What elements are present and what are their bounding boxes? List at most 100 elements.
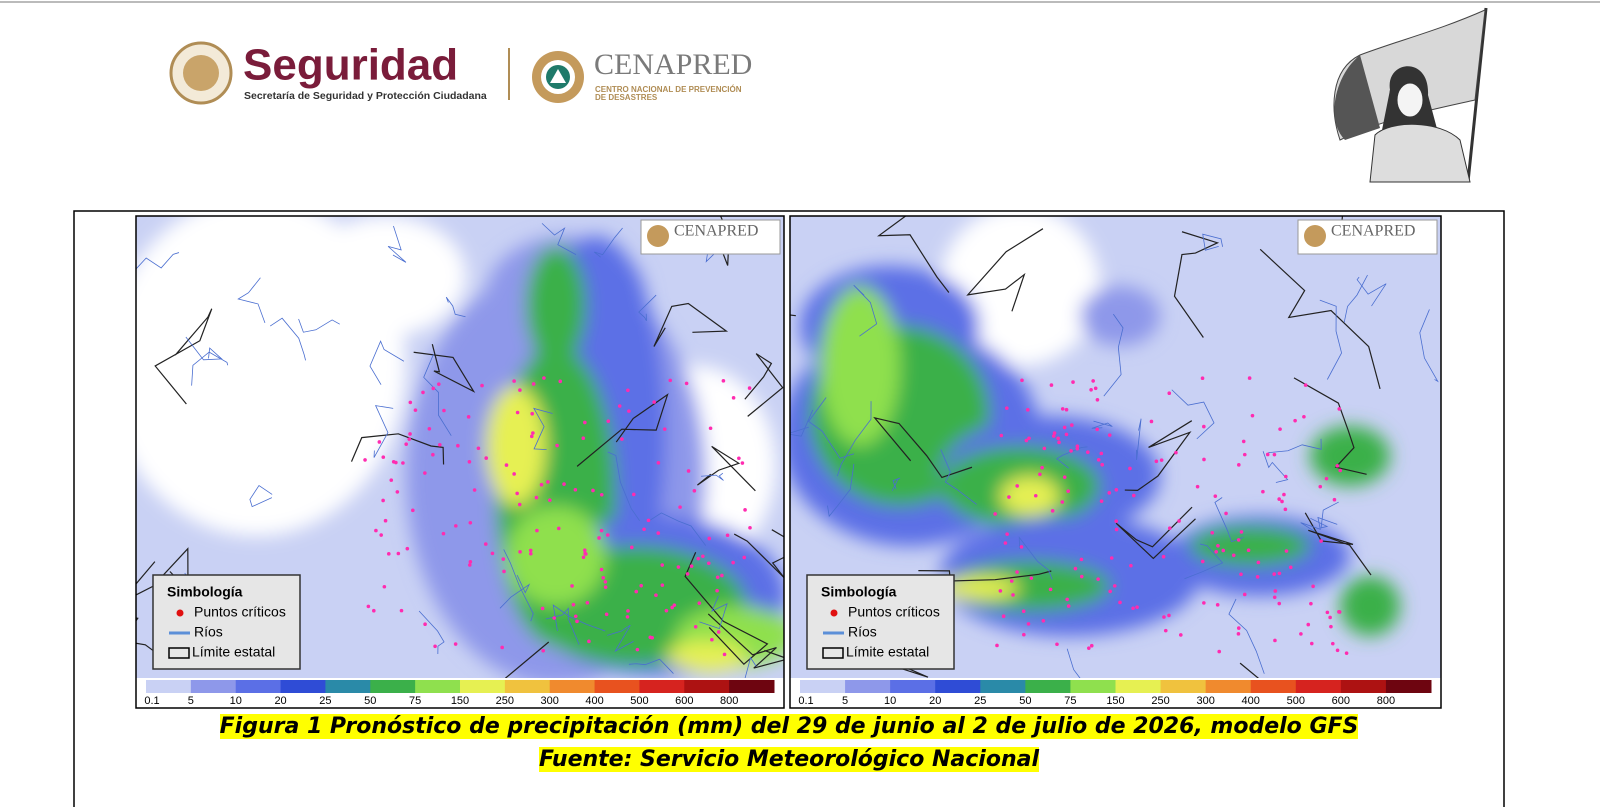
critical-point (626, 609, 630, 613)
critical-point (1135, 605, 1139, 609)
critical-point (1096, 577, 1100, 581)
critical-point (1086, 450, 1090, 455)
map-frame (789, 215, 1442, 709)
critical-point (1200, 376, 1205, 381)
river (638, 294, 657, 322)
river (1262, 451, 1289, 483)
critical-point (1328, 615, 1332, 620)
critical-point (1159, 458, 1164, 462)
critical-point (1344, 651, 1349, 655)
legend: Simbología Puntos críticos Ríos Límite esta… (152, 574, 301, 670)
critical-point (552, 616, 557, 620)
critical-point (646, 518, 651, 523)
scale-label: 800 (720, 695, 738, 707)
logo-subtitle: Secretaría de Seguridad y Protección Ciu… (244, 90, 487, 102)
scale-label: 0.1 (798, 695, 813, 707)
critical-point (583, 551, 587, 556)
critical-point (606, 419, 611, 423)
agency-subtitle: CENTRO NACIONAL DE PREVENCIÓN (595, 85, 742, 94)
critical-point (715, 575, 720, 580)
critical-point (652, 400, 656, 404)
critical-point (501, 557, 506, 561)
critical-point (1283, 507, 1288, 512)
critical-point (528, 548, 533, 553)
critical-point (722, 652, 727, 657)
river (744, 656, 757, 678)
critical-point (1278, 427, 1282, 431)
map-frame (135, 215, 785, 709)
critical-point (1325, 610, 1330, 615)
critical-point (500, 645, 504, 650)
state-border (576, 393, 669, 467)
critical-point (535, 528, 539, 533)
critical-point (1221, 548, 1226, 553)
state-border (1293, 377, 1367, 475)
critical-point (381, 498, 385, 503)
critical-point (635, 647, 640, 652)
critical-point (697, 601, 702, 605)
critical-point (1100, 462, 1105, 467)
critical-point (748, 525, 752, 530)
critical-point (668, 378, 673, 383)
critical-point (476, 446, 481, 451)
river (1268, 438, 1322, 454)
critical-point (1020, 378, 1024, 383)
river (1419, 309, 1439, 383)
critical-point (656, 461, 661, 465)
map-body (136, 216, 784, 678)
critical-point (1024, 438, 1029, 443)
critical-point (395, 490, 400, 494)
critical-point (1069, 449, 1073, 453)
critical-point (1330, 641, 1335, 646)
critical-point (421, 390, 425, 395)
precipitation (136, 216, 784, 678)
critical-point (597, 536, 601, 540)
agency: CENAPRED (594, 48, 752, 81)
critical-point (570, 584, 574, 588)
legend-box (806, 574, 955, 670)
critical-point (585, 600, 590, 605)
river (503, 549, 534, 622)
critical-point (720, 573, 724, 578)
critical-point (467, 563, 472, 567)
scale-swatch (1340, 680, 1387, 693)
critical-point (1060, 407, 1065, 411)
scale-swatch (280, 680, 326, 693)
critical-point (555, 443, 559, 448)
critical-point (706, 561, 711, 566)
river (1018, 536, 1053, 580)
critical-point (573, 487, 578, 492)
critical-point (662, 427, 667, 431)
critical-point (518, 550, 522, 554)
critical-point (1217, 649, 1222, 654)
critical-point (747, 386, 752, 390)
scale-label: 500 (1287, 695, 1305, 707)
river (423, 353, 452, 436)
critical-point (411, 508, 415, 513)
critical-point (1131, 493, 1136, 498)
critical-point (1040, 465, 1044, 470)
precip-area (1310, 426, 1390, 486)
river (1103, 313, 1124, 397)
critical-point (620, 437, 624, 441)
critical-point (571, 602, 576, 607)
critical-point (1167, 526, 1172, 530)
critical-point (573, 614, 578, 619)
state-border (504, 641, 550, 678)
scale-swatch (890, 680, 936, 693)
state-border (697, 445, 756, 492)
critical-point (1075, 444, 1080, 448)
critical-point (1177, 519, 1181, 523)
critical-point (605, 533, 610, 537)
critical-point (1095, 397, 1100, 402)
critical-point (654, 593, 658, 598)
precip-area (526, 246, 586, 366)
critical-point (1107, 433, 1112, 437)
critical-point (1332, 497, 1337, 502)
scale-swatch (235, 680, 282, 693)
scale-swatch (845, 680, 891, 693)
state-border (350, 433, 445, 465)
critical-point (625, 615, 630, 619)
river (1171, 389, 1215, 440)
